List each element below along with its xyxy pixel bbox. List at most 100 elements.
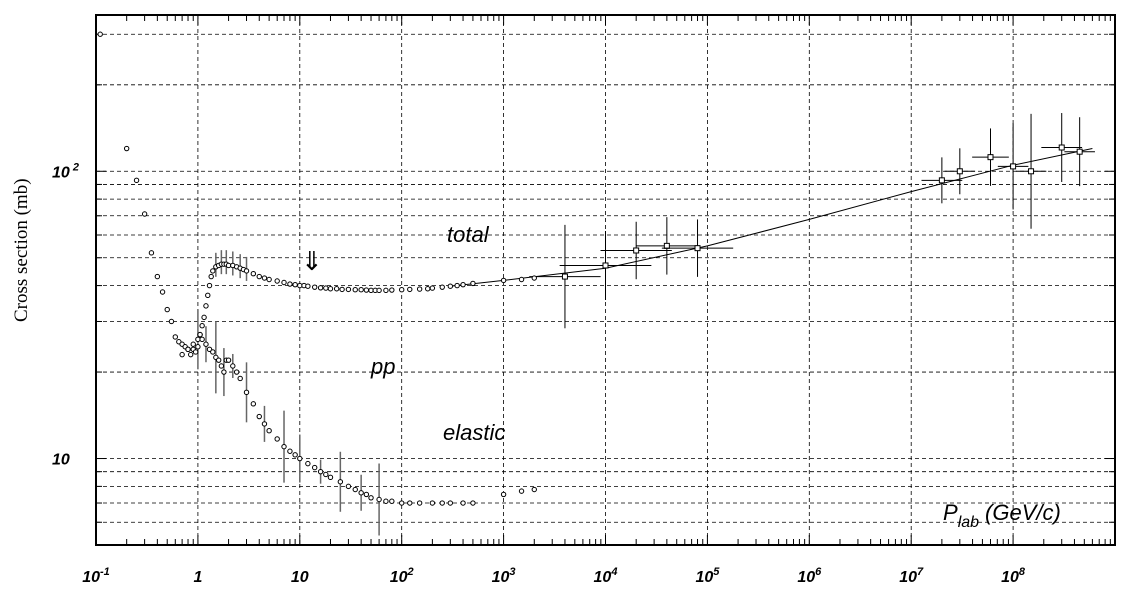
data-point-high-energy <box>938 177 945 184</box>
error-bar-layer <box>197 113 1095 536</box>
x-tick-base: 10 <box>291 569 309 586</box>
data-point-high-energy <box>1076 148 1083 155</box>
data-point-elastic <box>199 336 205 343</box>
data-point-elastic <box>407 500 413 506</box>
label-elastic: elastic <box>443 420 505 445</box>
data-point-elastic <box>281 443 287 450</box>
x-tick-label: 108 <box>1001 566 1026 586</box>
data-point-elastic <box>305 460 311 467</box>
data-point-elastic <box>337 479 344 485</box>
label-pp: pp <box>370 354 395 379</box>
x-tick-exponent: 2 <box>407 566 414 578</box>
data-point-elastic <box>416 500 423 506</box>
data-point-total <box>376 287 382 294</box>
data-point-total <box>154 273 161 280</box>
x-tick-exponent: 8 <box>1019 566 1026 578</box>
x-tick-exponent: 3 <box>509 566 515 578</box>
data-point-total <box>358 287 364 293</box>
data-point-total <box>531 275 537 281</box>
data-point-elastic <box>500 491 507 498</box>
data-point-elastic <box>225 357 232 363</box>
data-point-elastic <box>292 452 298 458</box>
x-tick-base: 10 <box>695 569 713 586</box>
data-point-total <box>447 283 454 289</box>
y-tick-label: 10 2 <box>52 161 79 181</box>
x-tick-base: 10 <box>492 569 510 586</box>
data-point-elastic <box>197 331 203 338</box>
x-tick-label: 104 <box>594 566 618 586</box>
data-point-elastic <box>439 500 445 506</box>
plot-frame <box>95 14 1116 546</box>
data-point-total <box>454 282 460 289</box>
x-tick-base: 10 <box>82 569 100 586</box>
x-tick-label: 103 <box>492 566 516 586</box>
marks-layer <box>97 31 537 506</box>
data-point-total <box>188 351 194 358</box>
data-point-high-energy <box>602 262 609 269</box>
data-point-total <box>333 286 340 292</box>
y-tick-label: 10 <box>52 452 70 469</box>
y-tick-base: 10 <box>52 164 70 181</box>
fit-curve <box>450 148 1093 287</box>
data-point-total <box>274 278 280 284</box>
data-point-elastic <box>345 483 352 490</box>
data-point-elastic <box>179 351 185 358</box>
data-point-total <box>123 145 130 152</box>
data-point-high-energy <box>987 154 994 161</box>
data-point-total <box>352 287 358 293</box>
data-point-elastic <box>297 455 303 462</box>
data-point-total <box>206 282 213 289</box>
data-point-elastic <box>383 498 389 504</box>
data-point-high-energy <box>1010 163 1017 170</box>
data-point-high-energy <box>694 245 701 252</box>
data-point-elastic <box>368 495 374 501</box>
data-point-elastic <box>363 491 370 498</box>
data-point-elastic <box>531 486 537 493</box>
data-point-elastic <box>274 436 280 442</box>
x-tick-labels: 10-1 1 10 102 103 104 105 106 107 108 <box>82 566 1026 586</box>
data-point-total <box>327 286 334 292</box>
x-tick-base: 10 <box>797 569 815 586</box>
x-axis-var: P <box>943 500 958 525</box>
data-point-high-energy <box>663 242 670 249</box>
data-point-total <box>266 276 272 283</box>
x-tick-label: 105 <box>695 566 720 586</box>
data-point-total <box>429 285 436 291</box>
data-point-elastic <box>266 427 272 434</box>
data-point-elastic <box>352 486 358 493</box>
data-point-elastic <box>243 389 250 396</box>
data-point-total <box>250 270 257 277</box>
data-point-elastic <box>185 346 191 353</box>
data-point-elastic <box>447 500 454 506</box>
data-point-high-energy <box>633 247 640 254</box>
data-point-total <box>141 211 148 217</box>
data-point-total <box>416 286 423 292</box>
data-point-elastic <box>358 490 364 496</box>
data-point-high-energy <box>1058 144 1065 151</box>
data-point-total <box>203 303 209 309</box>
data-point-elastic <box>210 349 216 355</box>
data-point-total <box>399 287 405 293</box>
data-point-elastic <box>460 500 466 506</box>
data-point-total <box>261 275 268 281</box>
data-point-elastic <box>233 369 240 375</box>
data-point-elastic <box>399 500 405 506</box>
arrow-marker: ⇓ <box>301 247 323 277</box>
data-point-high-energy <box>561 273 568 280</box>
fit-layer <box>450 148 1093 287</box>
data-point-total <box>345 286 352 293</box>
data-point-total <box>168 318 175 325</box>
y-tick-labels: 10 210 <box>52 161 79 468</box>
data-point-total <box>97 31 103 37</box>
data-point-total <box>383 287 389 294</box>
data-point-elastic <box>518 488 525 494</box>
data-point-elastic <box>237 375 243 382</box>
data-point-total <box>389 287 395 293</box>
data-point-total <box>518 276 525 283</box>
data-point-elastic <box>190 341 196 347</box>
x-tick-exponent: 7 <box>917 566 924 578</box>
x-tick-base: 1 <box>193 569 202 586</box>
data-point-total <box>317 285 324 291</box>
data-point-total <box>292 281 298 288</box>
data-point-total <box>470 280 476 287</box>
